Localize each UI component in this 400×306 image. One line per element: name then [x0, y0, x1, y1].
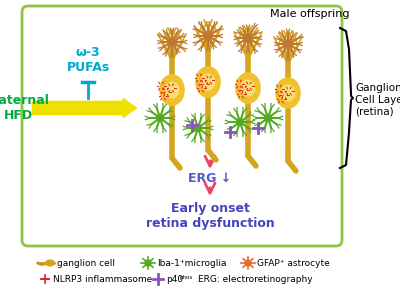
Ellipse shape [276, 78, 300, 108]
Circle shape [204, 32, 212, 40]
Text: GFAP⁺ astrocyte: GFAP⁺ astrocyte [257, 259, 330, 267]
Text: ganglion cell: ganglion cell [57, 259, 115, 267]
Circle shape [245, 260, 251, 266]
Ellipse shape [196, 67, 220, 97]
Text: Iba-1⁺microglia: Iba-1⁺microglia [157, 259, 226, 267]
Circle shape [168, 38, 176, 46]
Ellipse shape [201, 74, 215, 90]
Ellipse shape [165, 82, 179, 98]
Text: Maternal
HFD: Maternal HFD [0, 94, 50, 122]
Text: Male offspring: Male offspring [270, 9, 350, 19]
Text: Early onset
retina dysfunction: Early onset retina dysfunction [146, 202, 274, 230]
Text: ω-3
PUFAs: ω-3 PUFAs [66, 46, 110, 74]
Ellipse shape [281, 85, 295, 101]
Ellipse shape [241, 80, 255, 96]
Text: phos: phos [179, 275, 192, 281]
Circle shape [264, 114, 272, 121]
Circle shape [236, 118, 244, 125]
Ellipse shape [236, 73, 260, 103]
Circle shape [244, 34, 252, 42]
Text: ERG ↓: ERG ↓ [188, 171, 232, 185]
Text: Ganglion
Cell Layer
(retina): Ganglion Cell Layer (retina) [355, 84, 400, 117]
FancyArrow shape [32, 98, 137, 118]
Circle shape [156, 114, 164, 121]
Circle shape [145, 260, 151, 266]
Circle shape [284, 40, 292, 48]
Text: ERG: electroretinography: ERG: electroretinography [198, 274, 313, 283]
Circle shape [194, 125, 202, 132]
Text: NLRP3 inflammasome: NLRP3 inflammasome [53, 274, 152, 283]
FancyBboxPatch shape [22, 6, 342, 246]
Ellipse shape [160, 75, 184, 105]
Ellipse shape [46, 260, 54, 266]
Text: p40: p40 [166, 274, 183, 283]
